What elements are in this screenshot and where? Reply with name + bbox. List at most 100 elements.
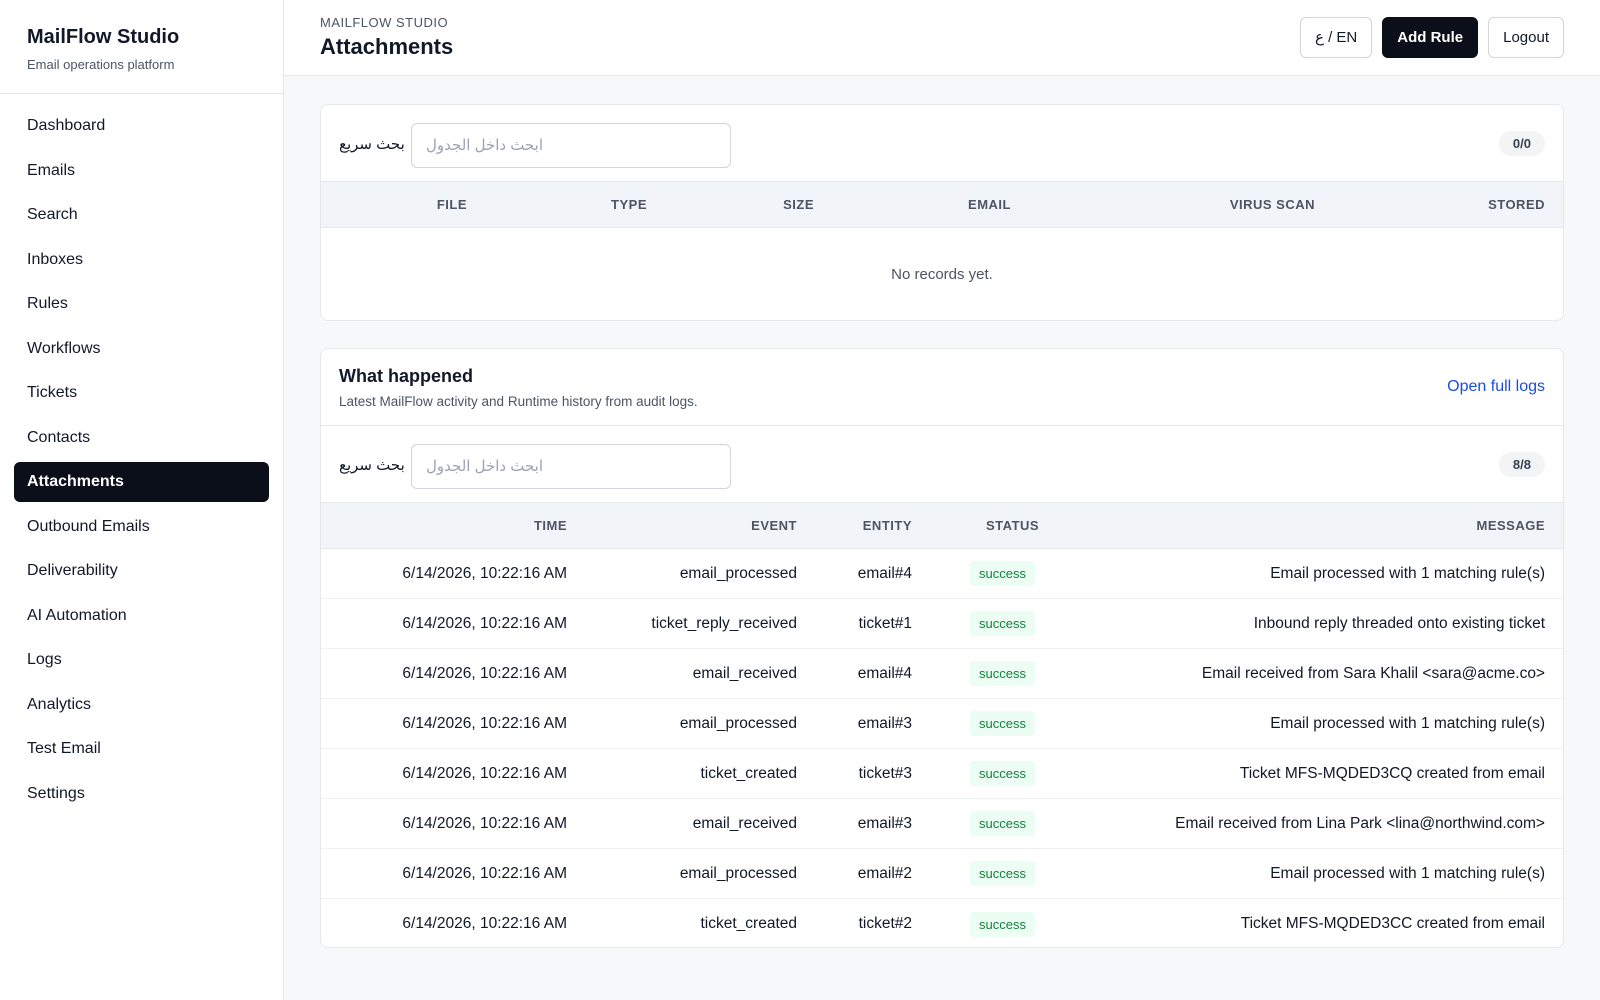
nav-item[interactable]: Rules: [27, 295, 68, 312]
table-row: 6/14/2026, 10:22:16 AM email_received emai…: [321, 649, 1563, 699]
table-body: 6/14/2026, 10:22:16 AM email_processed ema…: [321, 549, 1563, 947]
nav-item[interactable]: Analytics: [27, 695, 92, 713]
time-cell: 6/14/2026, 10:22:16 AM: [402, 664, 567, 682]
entity-cell: email#3: [857, 814, 912, 832]
logout-button[interactable]: Logout: [1488, 17, 1564, 58]
header: MAILFLOW STUDIO Attachments ع / EN Add R…: [284, 0, 1600, 76]
time-cell: 6/14/2026, 10:22:16 AM: [402, 614, 567, 632]
table-row: 6/14/2026, 10:22:16 AM ticket_created tick…: [321, 899, 1563, 947]
empty-state: No records yet.: [891, 266, 993, 283]
column-header: ENTITY: [862, 518, 912, 533]
event-cell: email_processed: [679, 564, 797, 582]
search-input[interactable]: ابحث داخل الجدول: [411, 444, 731, 489]
column-header: EMAIL: [968, 197, 1011, 212]
time-cell: 6/14/2026, 10:22:16 AM: [402, 915, 567, 932]
nav-item[interactable]: Outbound Emails: [27, 517, 150, 535]
sidebar: MailFlow Studio Email operations platfor…: [0, 0, 284, 1000]
status-cell: success: [912, 811, 1072, 836]
event-cell: ticket_reply_received: [651, 614, 797, 632]
column-header: TIME: [533, 518, 567, 533]
status-cell: success: [912, 761, 1072, 786]
table-row: 6/14/2026, 10:22:16 AM ticket_created tick…: [321, 749, 1563, 799]
nav-item[interactable]: Deliverability: [27, 562, 118, 579]
status-cell: success: [912, 861, 1072, 886]
entity-cell: email#4: [857, 564, 912, 582]
nav-item[interactable]: Workflows: [27, 339, 101, 357]
event-cell: email_received: [692, 664, 797, 682]
status-cell: success: [912, 561, 1072, 586]
table-header: FILE TYPE SIZE EMAIL VIRUS SCAN STORED: [321, 182, 1563, 228]
language-button[interactable]: ع / EN: [1299, 17, 1373, 58]
status-cell: success: [912, 911, 1072, 937]
brand-subtitle: Email operations platform: [27, 57, 175, 72]
nav-item[interactable]: Test Email: [27, 740, 101, 757]
message-cell: Email received from Lina Park <lina@nort…: [1175, 814, 1545, 832]
nav-item[interactable]: Contacts: [27, 428, 91, 446]
entity-cell: email#2: [857, 864, 912, 882]
message-cell: Ticket MFS-MQDED3CQ created from email: [1239, 764, 1545, 782]
nav-item[interactable]: Dashboard: [27, 117, 106, 134]
message-cell: Email received from Sara Khalil <sara@ac…: [1201, 664, 1545, 682]
event-cell: email_received: [692, 814, 797, 832]
message-cell: Email processed with 1 matching rule(s): [1270, 564, 1545, 582]
search-input[interactable]: ابحث داخل الجدول: [411, 123, 731, 168]
column-header: FILE: [436, 197, 467, 212]
attachments-card: بحث سريع ابحث داخل الجدول 0/0 FILE TYPE SI…: [320, 104, 1564, 321]
page-title: Attachments: [320, 34, 454, 59]
status-badge: success: [970, 711, 1035, 736]
status-cell: success: [912, 611, 1072, 636]
event-cell: ticket_created: [700, 764, 798, 782]
entity-cell: ticket#3: [858, 764, 912, 782]
column-header: STORED: [1488, 197, 1545, 212]
event-cell: ticket_created: [700, 915, 798, 932]
nav-item[interactable]: Tickets: [27, 384, 78, 401]
nav-item[interactable]: Logs: [27, 651, 62, 668]
column-header: STATUS: [986, 518, 1040, 533]
column-header: MESSAGE: [1476, 518, 1545, 533]
open-logs-link[interactable]: Open full logs: [1447, 378, 1545, 395]
header-actions: ع / EN Add Rule Logout: [1299, 17, 1564, 58]
event-cell: email_processed: [679, 864, 797, 882]
status-badge: success: [970, 611, 1035, 636]
nav-item[interactable]: Settings: [27, 784, 85, 802]
activity-subtitle: Latest MailFlow activity and Runtime his…: [339, 394, 698, 409]
eyebrow: MAILFLOW STUDIO: [320, 15, 449, 30]
status-badge: success: [970, 861, 1035, 886]
message-cell: Ticket MFS-MQDED3CC created from email: [1240, 915, 1545, 932]
record-count: 0/0: [1498, 131, 1545, 156]
status-badge: success: [970, 661, 1035, 686]
nav-item[interactable]: Attachments: [14, 462, 269, 502]
time-cell: 6/14/2026, 10:22:16 AM: [402, 764, 567, 782]
nav-item[interactable]: AI Automation: [27, 606, 127, 624]
column-header: TYPE: [611, 197, 647, 212]
time-cell: 6/14/2026, 10:22:16 AM: [402, 714, 567, 732]
add-rule-button[interactable]: Add Rule: [1382, 17, 1479, 58]
column-header: EVENT: [751, 518, 797, 533]
status-cell: success: [912, 711, 1072, 736]
status-badge: success: [970, 561, 1035, 586]
column-header: VIRUS SCAN: [1229, 197, 1315, 212]
search-label: بحث سريع: [339, 136, 405, 153]
nav-item[interactable]: Emails: [27, 161, 76, 179]
brand: MailFlow Studio Email operations platfor…: [0, 0, 283, 94]
activity-title: What happened: [339, 366, 473, 386]
search-label: بحث سريع: [339, 457, 405, 474]
activity-header: What happened Latest MailFlow activity a…: [321, 349, 1563, 426]
status-cell: success: [912, 661, 1072, 686]
nav-item[interactable]: Search: [27, 206, 78, 223]
table-header: TIME EVENT ENTITY STATUS MESSAGE: [321, 503, 1563, 549]
message-cell: Email processed with 1 matching rule(s): [1270, 864, 1545, 882]
nav-item[interactable]: Inboxes: [27, 250, 84, 268]
entity-cell: email#4: [857, 664, 912, 682]
event-cell: email_processed: [679, 714, 797, 732]
nav: Dashboard Emails Search Inboxes Rules Workflo…: [0, 94, 283, 814]
table-row: 6/14/2026, 10:22:16 AM email_processed ema…: [321, 699, 1563, 749]
table-row: 6/14/2026, 10:22:16 AM email_processed ema…: [321, 849, 1563, 899]
column-header: SIZE: [783, 197, 814, 212]
status-badge: success: [970, 911, 1035, 937]
status-badge: success: [970, 811, 1035, 836]
message-cell: Email processed with 1 matching rule(s): [1270, 714, 1545, 732]
search-bar: بحث سريع ابحث داخل الجدول 8/8: [321, 426, 1563, 503]
message-cell: Inbound reply threaded onto existing tic…: [1253, 614, 1545, 632]
status-badge: success: [970, 761, 1035, 786]
